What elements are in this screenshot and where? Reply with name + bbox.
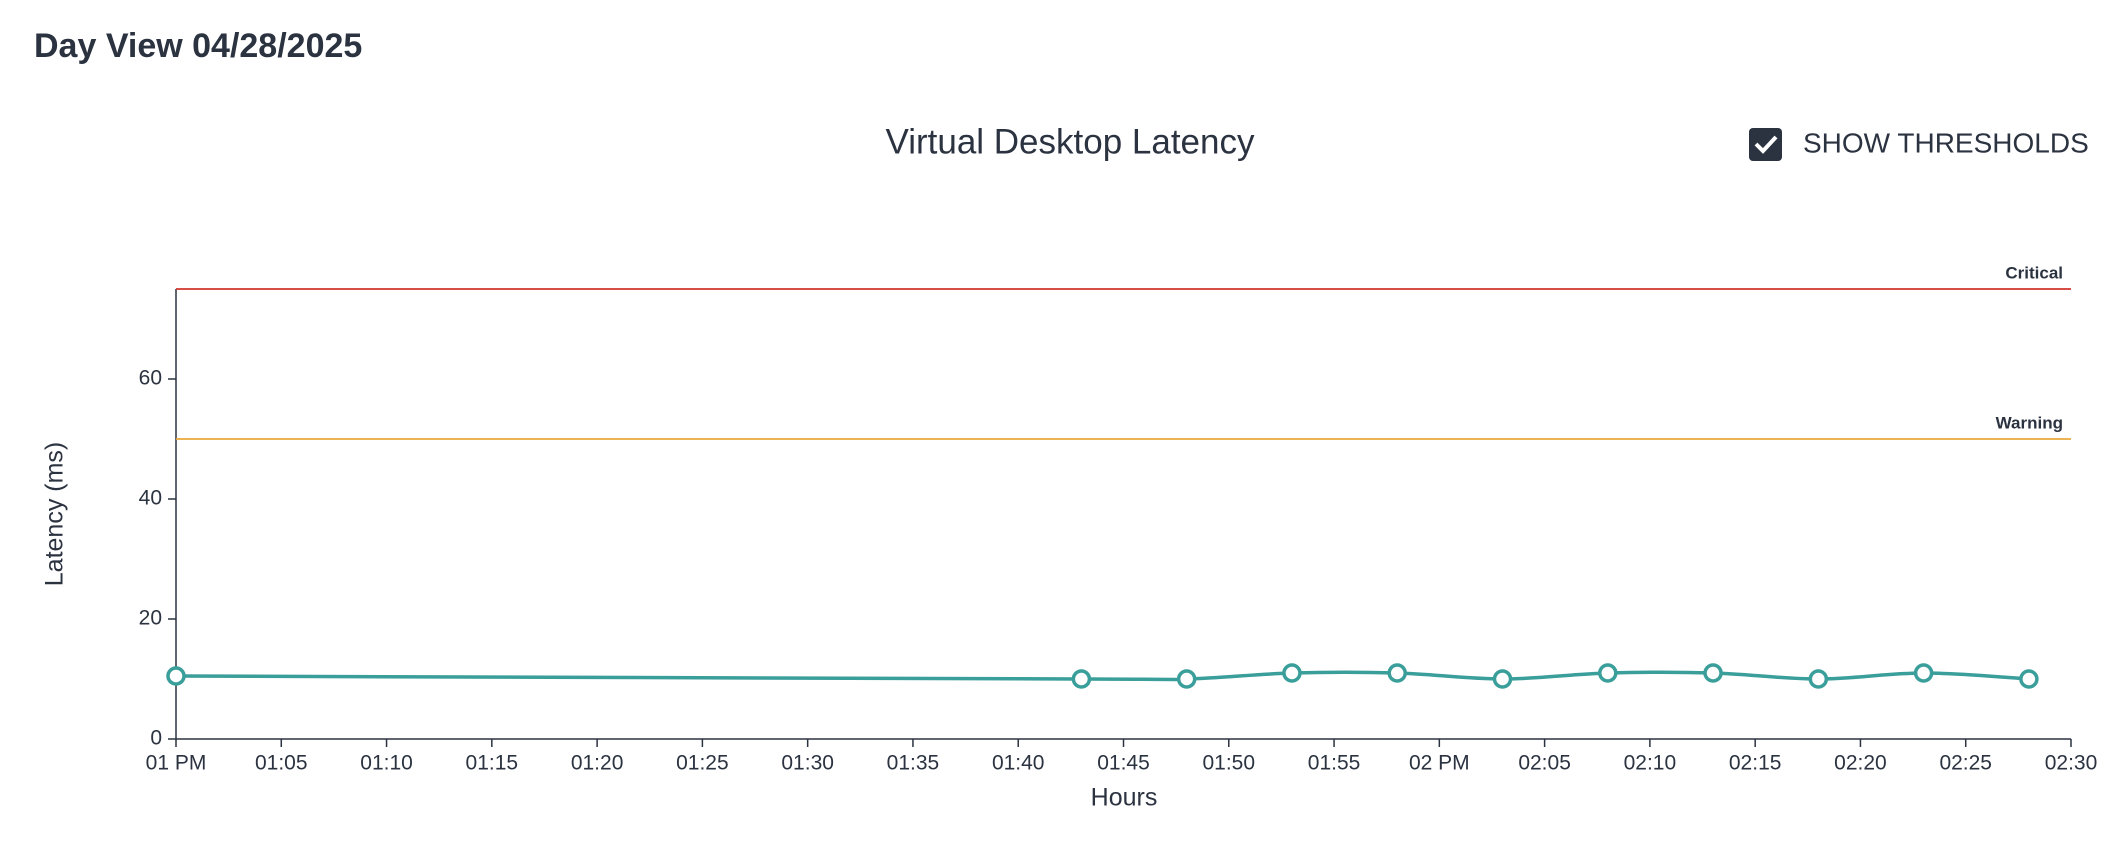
data-point [1808, 669, 1829, 689]
data-point [1703, 663, 1723, 683]
threshold-label: Warning [1996, 413, 2063, 432]
x-tick-label: 01:15 [466, 752, 519, 775]
x-tick-label: 02:10 [1624, 752, 1677, 775]
data-point [1913, 663, 1934, 683]
x-tick-label: 01:05 [255, 752, 308, 775]
y-tick-label: 60 [139, 367, 162, 390]
data-point [1282, 663, 1302, 683]
x-tick-label: 02:30 [2045, 752, 2098, 775]
checkbox-label[interactable]: SHOW THRESHOLDS [1803, 127, 2089, 158]
data-point [1387, 663, 1407, 683]
x-tick-label: 01:10 [360, 752, 413, 775]
x-tick-label: 01:45 [1097, 752, 1150, 775]
data-point [1492, 669, 1513, 689]
data-point [1176, 669, 1197, 689]
x-tick-label: 01:35 [887, 752, 940, 775]
series-line [175, 670, 2029, 682]
x-tick-label: 02:25 [1939, 752, 1992, 775]
x-tick-label: 01:50 [1202, 752, 1255, 775]
y-tick-label: 0 [150, 727, 162, 750]
data-point [166, 666, 186, 686]
y-axis-label: Latency (ms) [41, 442, 69, 586]
x-tick-label: 01:25 [676, 752, 729, 775]
x-tick-label: 01 PM [146, 752, 207, 775]
x-tick-label: 01:40 [992, 752, 1045, 775]
checkmark [1754, 135, 1778, 154]
data-point [1598, 663, 1618, 683]
show-thresholds-toggle[interactable]: SHOW THRESHOLDS [1749, 127, 2089, 161]
x-tick-label: 02:05 [1518, 752, 1571, 775]
y-tick-label: 40 [139, 487, 162, 510]
x-tick-label: 01:55 [1308, 752, 1361, 775]
x-tick-label: 02:20 [1834, 752, 1887, 775]
x-tick-label: 01:30 [781, 752, 834, 775]
page-title: Day View 04/28/2025 [34, 27, 362, 65]
x-tick-label: 02:15 [1729, 752, 1782, 775]
chart-title: Virtual Desktop Latency [885, 122, 1255, 161]
checkbox[interactable] [1749, 128, 1782, 161]
threshold-label: Critical [2005, 263, 2063, 282]
data-point [2019, 669, 2039, 689]
x-tick-label: 01:20 [571, 752, 624, 775]
x-axis-label: Hours [1091, 784, 1158, 812]
data-point [1071, 669, 1092, 689]
y-tick-label: 20 [139, 607, 162, 630]
x-tick-label: 02 PM [1409, 752, 1470, 775]
